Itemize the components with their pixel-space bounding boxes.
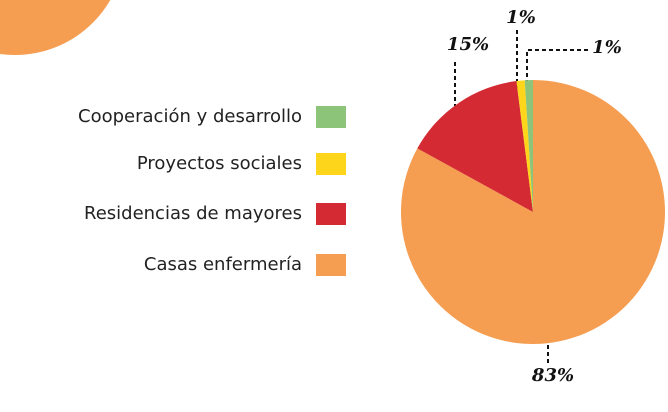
legend-label: Cooperación y desarrollo (78, 106, 302, 127)
legend-swatch (316, 254, 346, 276)
pie-slice (524, 80, 533, 212)
data-label: 1% (592, 37, 622, 58)
legend-label: Casas enfermería (144, 254, 302, 275)
legend-swatch (316, 203, 346, 225)
legend-swatch (316, 106, 346, 128)
pie-slice (516, 80, 533, 213)
legend-swatch (316, 153, 346, 175)
pie-slice (417, 81, 533, 212)
legend-label: Proyectos sociales (137, 153, 302, 174)
leader-line (526, 49, 590, 84)
legend-label: Residencias de mayores (84, 203, 302, 224)
leader-lines (454, 30, 590, 366)
data-label: 1% (506, 7, 536, 28)
decoration (0, 0, 111, 55)
data-label: 83% (531, 365, 574, 386)
data-label: 15% (447, 34, 489, 55)
pie-slice (401, 80, 665, 345)
